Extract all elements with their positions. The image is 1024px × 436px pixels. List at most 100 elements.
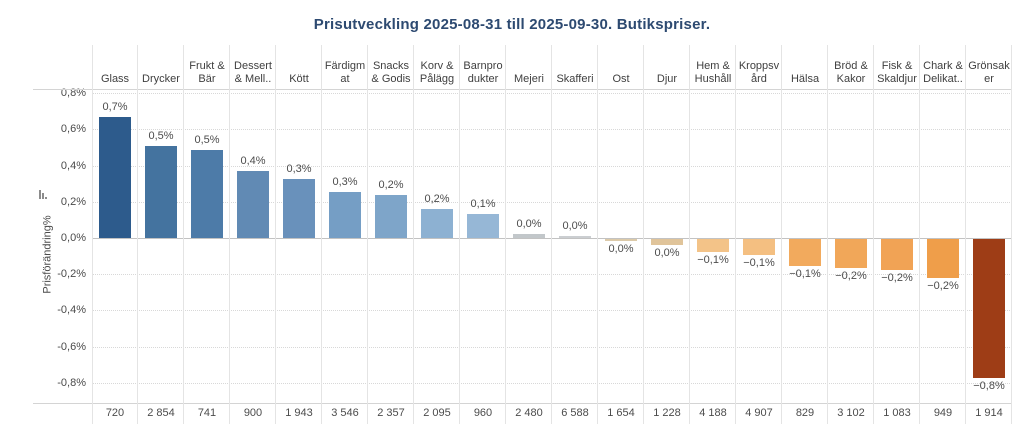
item-count: 1 083 [883,407,911,419]
sort-bar-2 [42,193,44,199]
column-separator [919,45,920,424]
y-tick-label: -0,2% [57,268,86,281]
gridline [92,201,1012,203]
header-divider-line [33,89,1012,90]
bar[interactable] [743,239,775,255]
column-header: Glass [100,73,130,85]
bar[interactable] [605,239,637,241]
bar[interactable] [191,150,223,238]
bar-value-label: −0,1% [743,257,775,269]
bar-value-label: −0,2% [881,272,913,284]
y-tick-label: 0,8% [60,87,86,100]
bar-value-label: −0,2% [835,270,867,282]
bar[interactable] [467,214,499,238]
bar[interactable] [789,239,821,266]
bar[interactable] [697,239,729,252]
item-count: 1 943 [285,407,313,419]
column-separator [643,45,644,424]
bar-value-label: 0,0% [516,218,542,230]
gridline [92,129,1012,131]
bar-value-label: 0,0% [608,243,634,255]
category-column: Chark & Delikat.. −0,2% 949 [920,0,966,436]
column-separator [183,45,184,424]
bar-value-label: 0,5% [194,134,220,146]
plot-bottom-line [33,403,1012,404]
y-tick-label: -0,4% [57,304,86,317]
bar[interactable] [145,146,177,238]
category-column: Dessert & Mell.. 0,4% 900 [230,0,276,436]
bar[interactable] [329,192,361,238]
category-column: Kött 0,3% 1 943 [276,0,322,436]
bar-value-label: 0,4% [240,155,266,167]
column-separator [735,45,736,424]
bar-value-label: 0,2% [378,179,404,191]
column-separator [781,45,782,424]
gridline [92,382,1012,384]
bar[interactable] [973,239,1005,378]
column-header: Djur [656,73,678,85]
item-count: 829 [795,407,815,419]
column-separator [275,45,276,424]
bar[interactable] [651,239,683,245]
y-tick-label: 0,2% [60,195,86,208]
bar-value-label: 0,3% [332,176,358,188]
item-count: 2 480 [515,407,543,419]
category-column: Fisk & Skaldjur −0,2% 1 083 [874,0,920,436]
column-header: Chark & Delikat.. [923,60,963,85]
bar[interactable] [881,239,913,270]
category-column: Drycker 0,5% 2 854 [138,0,184,436]
bar[interactable] [927,239,959,278]
y-tick-label: 0,0% [60,232,86,244]
category-column: Korv & Pålägg 0,2% 2 095 [414,0,460,436]
column-separator [367,45,368,424]
bar[interactable] [237,171,269,238]
item-count: 4 188 [699,407,727,419]
column-separator [551,45,552,424]
bar[interactable] [375,195,407,238]
y-axis-label: Prisförändring% [41,215,54,294]
category-column: Glass 0,7% 720 [92,0,138,436]
sort-bars-icon[interactable] [39,189,49,199]
y-tick-label: 0,6% [60,123,86,136]
item-count: 1 654 [607,407,635,419]
bar-value-label: −0,1% [697,254,729,266]
bar[interactable] [99,117,131,238]
column-header: Skafferi [556,73,594,85]
category-column: Frukt & Bär 0,5% 741 [184,0,230,436]
bar-value-label: 0,0% [562,220,588,232]
bar[interactable] [283,179,315,238]
category-column: Snacks & Godis 0,2% 2 357 [368,0,414,436]
bar[interactable] [559,236,591,238]
item-count: 1 228 [653,407,681,419]
column-separator [229,45,230,424]
y-tick-label: 0,4% [60,159,86,172]
item-count: 2 357 [377,407,405,419]
column-header: Dessert & Mell.. [234,60,272,85]
chart-title: Prisutveckling 2025-08-31 till 2025-09-3… [313,16,711,33]
gridline [92,165,1012,167]
column-header: Barnpro dukter [463,60,503,85]
bar[interactable] [513,234,545,238]
category-column: Hem & Hushåll −0,1% 4 188 [690,0,736,436]
category-column: Kroppsv ård −0,1% 4 907 [736,0,782,436]
bar-value-label: 0,3% [286,163,312,175]
category-column: Ost 0,0% 1 654 [598,0,644,436]
bar[interactable] [835,239,867,268]
gridline [92,274,1012,276]
item-count: 4 907 [745,407,773,419]
category-column: Hälsa −0,1% 829 [782,0,828,436]
item-count: 949 [933,407,953,419]
bar[interactable] [421,209,453,238]
bar-value-label: 0,7% [102,101,128,113]
category-column: Färdigm at 0,3% 3 546 [322,0,368,436]
column-header: Korv & Pålägg [419,60,455,85]
sort-bar-3 [45,197,47,199]
column-header: Färdigm at [324,60,366,85]
column-header: Bröd & Kakor [834,60,868,85]
column-header: Hem & Hushåll [694,60,732,85]
bar-value-label: 0,5% [148,130,174,142]
bar-value-label: 0,0% [654,247,680,259]
category-column: Skafferi 0,0% 6 588 [552,0,598,436]
bar-value-label: −0,8% [973,380,1005,392]
